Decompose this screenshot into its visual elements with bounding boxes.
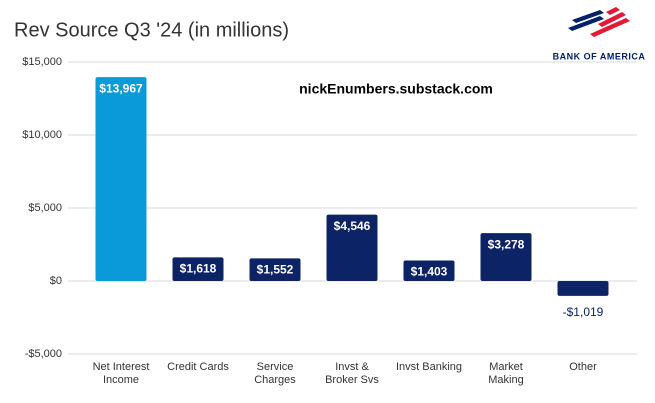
data-label: $1,618 <box>180 262 217 276</box>
x-tick-label: Invst Banking <box>396 361 462 373</box>
y-tick-label: $5,000 <box>28 202 62 214</box>
x-tick-label: Other <box>569 361 597 373</box>
x-tick-label: Net Interest Income <box>93 361 150 386</box>
y-tick-label: $0 <box>50 275 62 287</box>
bar <box>326 214 378 281</box>
bar <box>172 257 224 281</box>
x-tick-label: Market Making <box>488 361 523 386</box>
logo-flag <box>568 7 630 37</box>
bar <box>557 281 609 296</box>
bar <box>249 258 301 281</box>
x-tick-label: Credit Cards <box>167 361 229 373</box>
data-label: $4,546 <box>334 219 371 233</box>
bar <box>480 233 532 281</box>
data-label: -$1,019 <box>563 305 604 319</box>
data-label: $1,552 <box>257 263 294 277</box>
data-label: $13,967 <box>99 81 143 95</box>
data-label: $3,278 <box>488 237 525 251</box>
x-tick-label: Invst & Broker Svs <box>325 361 379 386</box>
y-tick-label: $10,000 <box>22 129 62 141</box>
chart-title: Rev Source Q3 '24 (in millions) <box>14 19 289 41</box>
y-tick-label: -$5,000 <box>25 348 62 360</box>
logo-text: BANK OF AMERICA <box>553 51 646 61</box>
x-tick-label: Service Charges <box>254 361 296 386</box>
data-label: $1,403 <box>411 265 448 279</box>
bar <box>95 77 147 281</box>
y-tick-label: $15,000 <box>22 56 62 68</box>
annotation: nickEnumbers.substack.com <box>299 81 493 97</box>
bar <box>403 260 455 281</box>
